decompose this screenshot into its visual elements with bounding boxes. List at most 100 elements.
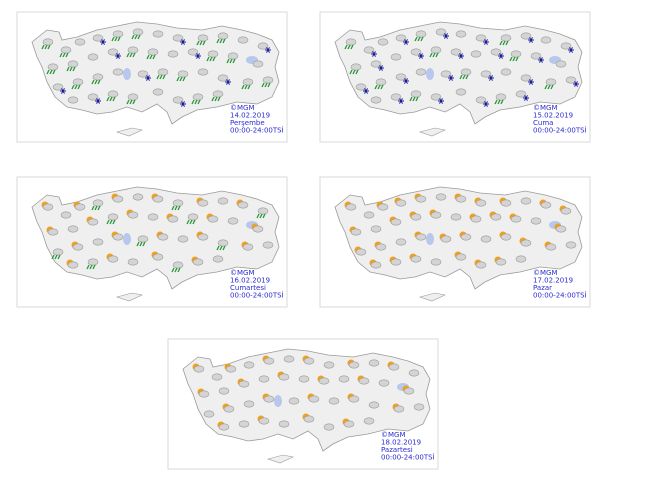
rain-drop bbox=[117, 36, 121, 42]
cloud-icon bbox=[172, 34, 184, 42]
cloud-icon bbox=[217, 239, 229, 247]
rain-drop bbox=[199, 40, 203, 46]
rain-drop bbox=[347, 44, 351, 50]
cloud-icon bbox=[377, 38, 389, 46]
cloud-icon bbox=[303, 357, 315, 365]
cloud-icon bbox=[500, 34, 512, 42]
cloud-icon bbox=[350, 63, 362, 71]
cloud-icon bbox=[308, 395, 320, 403]
rain-drop bbox=[176, 76, 180, 82]
cloud-icon bbox=[72, 78, 84, 86]
cloud-icon bbox=[298, 375, 310, 383]
cloud-icon bbox=[343, 420, 355, 428]
rain-drop bbox=[114, 36, 118, 42]
cloud-icon bbox=[212, 90, 224, 98]
cloud-icon bbox=[500, 199, 512, 207]
snow-flake bbox=[266, 47, 270, 53]
rain-drop bbox=[232, 58, 236, 64]
rain-drop bbox=[159, 74, 163, 80]
rain-drop bbox=[409, 96, 413, 102]
rain-drop bbox=[112, 96, 116, 102]
cloud-icon bbox=[480, 235, 492, 243]
cloud-icon bbox=[288, 397, 300, 405]
cloud-icon bbox=[370, 96, 382, 104]
cloud-icon bbox=[132, 193, 144, 201]
rain-drop bbox=[41, 44, 45, 50]
snow-flake bbox=[146, 75, 150, 81]
cloud-icon bbox=[328, 397, 340, 405]
rain-drop bbox=[174, 205, 178, 211]
snow-flake bbox=[489, 75, 493, 81]
rain-drop bbox=[420, 36, 424, 42]
rain-drop bbox=[412, 96, 416, 102]
cloud-icon bbox=[112, 30, 124, 38]
lake bbox=[123, 68, 131, 80]
cloud-icon bbox=[152, 30, 164, 38]
cloud-icon bbox=[480, 70, 492, 78]
rain-drop bbox=[344, 44, 348, 50]
cloud-icon bbox=[540, 201, 552, 209]
rain-drop bbox=[132, 52, 136, 58]
rain-drop bbox=[417, 36, 421, 42]
rain-drop bbox=[505, 40, 509, 46]
rain-drop bbox=[106, 219, 110, 225]
rain-drop bbox=[259, 213, 263, 219]
rain-drop bbox=[432, 52, 436, 58]
rain-drop bbox=[502, 40, 506, 46]
cloud-icon bbox=[560, 207, 572, 215]
rain-drop bbox=[374, 84, 378, 90]
rain-drop bbox=[44, 44, 48, 50]
snow-flake bbox=[419, 53, 423, 59]
snow-flake bbox=[399, 98, 403, 104]
rain-drop bbox=[91, 205, 95, 211]
map-caption: 18.02.2019 bbox=[381, 439, 421, 447]
snow-flake bbox=[449, 75, 453, 81]
rain-drop bbox=[544, 84, 548, 90]
rain-drop bbox=[261, 82, 265, 88]
cloud-icon bbox=[348, 395, 360, 403]
rain-drop bbox=[112, 219, 116, 225]
cloud-icon bbox=[555, 225, 567, 233]
cloud-icon bbox=[375, 78, 387, 86]
cloud-icon bbox=[470, 50, 482, 58]
cloud-icon bbox=[257, 42, 269, 50]
rain-drop bbox=[129, 52, 133, 58]
cloud-icon bbox=[152, 195, 164, 203]
rain-drop bbox=[106, 96, 110, 102]
cloud-icon bbox=[495, 258, 507, 266]
cloud-icon bbox=[440, 70, 452, 78]
cloud-icon bbox=[217, 197, 229, 205]
rain-drop bbox=[182, 76, 186, 82]
rain-drop bbox=[131, 34, 135, 40]
cloud-icon bbox=[355, 83, 367, 91]
cyprus-shape bbox=[115, 292, 143, 302]
rain-drop bbox=[256, 213, 260, 219]
snow-flake bbox=[196, 53, 200, 59]
cloud-icon bbox=[72, 243, 84, 251]
cloud-icon bbox=[193, 365, 205, 373]
cloud-icon bbox=[211, 373, 223, 381]
cloud-icon bbox=[227, 217, 239, 225]
cloud-icon bbox=[147, 213, 159, 221]
rain-drop bbox=[509, 56, 513, 62]
cloud-icon bbox=[203, 410, 215, 418]
cloud-icon bbox=[323, 361, 335, 369]
cloud-icon bbox=[192, 93, 204, 101]
map-caption: 14.02.2019 bbox=[230, 112, 270, 120]
cloud-icon bbox=[410, 255, 422, 263]
rain-drop bbox=[194, 99, 198, 105]
cloud-icon bbox=[127, 258, 139, 266]
map-caption: Cuma bbox=[533, 119, 553, 127]
cloud-icon bbox=[132, 28, 144, 36]
cloud-icon bbox=[52, 83, 64, 91]
rain-drop bbox=[142, 241, 146, 247]
cloud-icon bbox=[42, 203, 54, 211]
cloud-icon bbox=[490, 213, 502, 221]
cloud-icon bbox=[67, 261, 79, 269]
cloud-icon bbox=[92, 73, 104, 81]
rain-drop bbox=[377, 84, 381, 90]
cloud-icon bbox=[74, 38, 86, 46]
rain-drop bbox=[459, 74, 463, 80]
cloud-icon bbox=[112, 68, 124, 76]
